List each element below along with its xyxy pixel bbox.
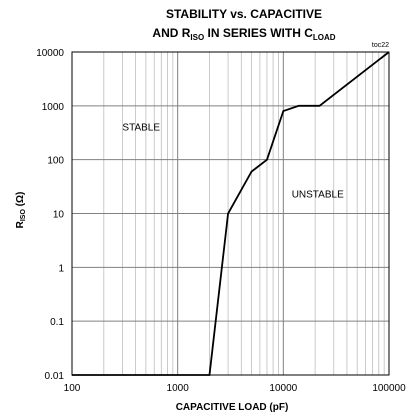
y-tick-label: 0.1 [50,317,64,328]
chart-title-line2: AND RISO IN SERIES WITH CLOAD [152,26,335,42]
y-tick-label: 10000 [36,48,64,59]
x-tick-label: 10000 [269,383,297,394]
series-group [72,51,390,376]
chart-title-line2-prefix: AND R [152,26,190,40]
y-tick-label: 100 [47,156,64,167]
plot-frame [71,51,390,376]
y-axis-label-suffix: (Ω) [15,192,26,209]
y-tick-label: 0.01 [45,371,65,382]
x-tick-label: 100 [64,383,81,394]
y-tick-label: 10 [53,210,65,221]
region-label-unstable: UNSTABLE [292,189,344,200]
chart-title-line2-mid: IN SERIES WITH C [204,26,313,40]
x-tick-labels: 100 1000 10000 100000 [64,383,406,394]
x-tick-label: 100000 [372,383,406,394]
chart-title-line2-sub2: LOAD [313,33,336,42]
grid-lines [72,52,389,375]
y-tick-labels: 0.01 0.1 1 10 100 1000 10000 [36,48,64,382]
y-axis-label-prefix: R [15,220,26,228]
y-axis-label-sub: ISO [20,209,27,222]
chart-tag: toc22 [372,42,389,49]
y-axis-label: RISO (Ω) [15,192,27,229]
x-tick-label: 1000 [167,383,190,394]
region-labels: STABLE UNSTABLE [122,122,344,200]
y-tick-label: 1000 [42,102,65,113]
y-tick-label: 1 [58,263,64,274]
chart-title-line2-sub1: ISO [190,33,204,42]
x-axis-label: CAPACITIVE LOAD (pF) [176,402,289,413]
region-label-stable: STABLE [122,122,160,133]
chart-title-line1: STABILITY vs. CAPACITIVE [166,7,322,21]
series-line-0 [72,51,390,376]
